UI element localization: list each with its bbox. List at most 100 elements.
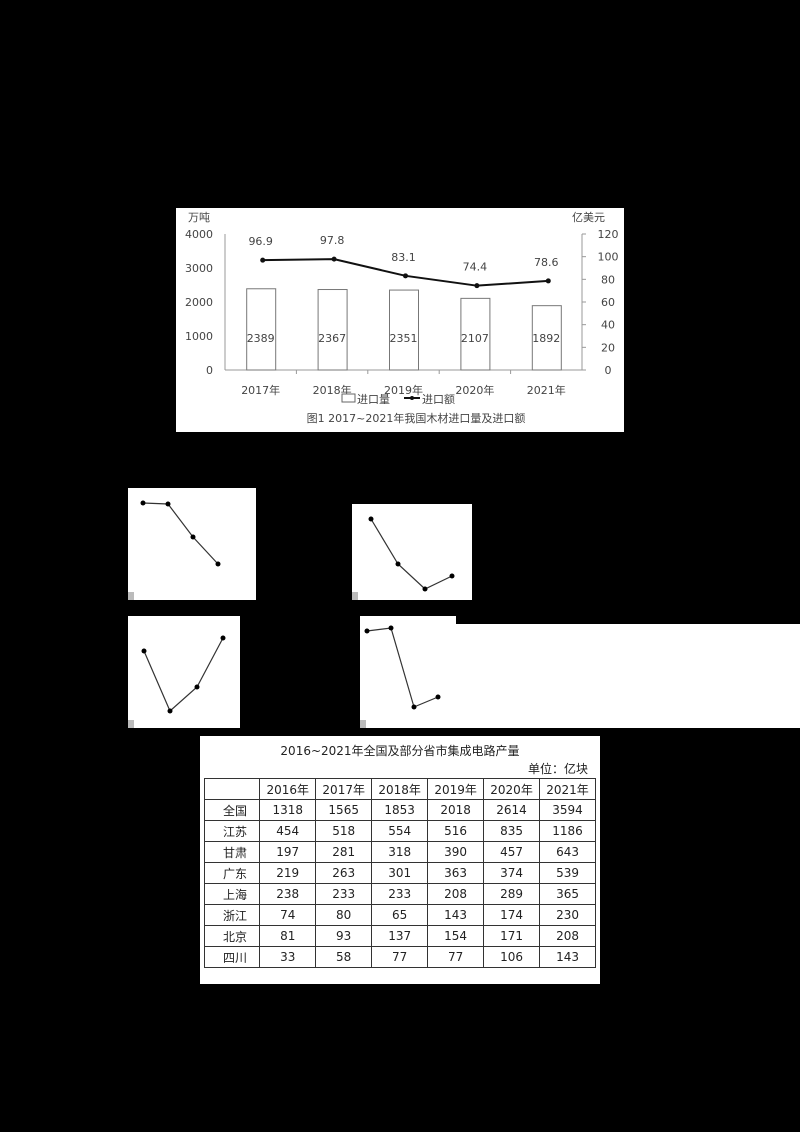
option-label-d [360,720,366,728]
table-cell: 77 [371,946,429,968]
column-header: 2018年 [371,778,429,800]
table-cell: 154 [427,925,485,947]
blank-region [456,624,800,728]
table-cell: 74 [259,904,317,926]
table-row: 甘肃 197 281 318 390 457 643 [203,841,596,863]
table-cell: 174 [483,904,541,926]
table-row: 江苏 454 518 554 516 835 1186 [203,820,596,842]
bar [389,289,419,371]
y-right-label: 亿美元 [572,211,605,224]
table-cell: 143 [539,946,596,968]
bar [460,297,491,371]
table-cell: 238 [259,883,317,905]
option-chart-a [128,488,256,600]
table-cell: 1318 [259,799,317,821]
bar [246,288,277,371]
table-cell: 197 [259,841,317,863]
y-right-tick: 20 [601,341,615,354]
option-chart-d [360,616,456,728]
y-left-tick: 1000 [185,330,213,343]
y-right-tick: 40 [601,319,615,332]
y-right-tick: 80 [601,273,615,286]
column-header: 2019年 [427,778,485,800]
option-chart-c [128,616,240,728]
table-cell: 539 [539,862,596,884]
table-cell: 106 [483,946,541,968]
table-cell: 390 [427,841,485,863]
ic-production-table-panel: 2016~2021年全国及部分省市集成电路产量 单位：亿块 2016年 2017年… [200,736,600,984]
row-label: 甘肃 [203,841,261,863]
x-tick: 2020年 [455,383,494,397]
bar-value: 2107 [461,332,489,345]
table-cell: 77 [427,946,485,968]
chart-canvas: 0 1000 2000 3000 4000 0 20 40 60 80 100 120 万吨 亿美元 238… [185,211,619,425]
table-cell: 233 [315,883,373,905]
table-cell: 318 [371,841,429,863]
column-header: 2016年 [259,778,317,800]
y-left-tick: 4000 [185,228,213,241]
table-cell: 208 [427,883,485,905]
y-left-tick: 2000 [185,296,213,309]
line-value: 97.8 [320,234,345,247]
table-row: 浙江 74 80 65 143 174 230 [203,904,596,926]
table-cell: 301 [371,862,429,884]
y-right-tick: 0 [605,364,612,377]
y-right-tick: 100 [598,251,619,264]
bar-value: 2389 [247,332,275,345]
table-cell: 374 [483,862,541,884]
table-cell: 643 [539,841,596,863]
row-label: 江苏 [203,820,261,842]
table-row: 四川 33 58 77 77 106 143 [203,946,596,968]
table-cell: 363 [427,862,485,884]
row-label: 北京 [203,925,261,947]
x-tick: 2019年 [384,383,423,397]
legend-line: 进口额 [422,393,455,406]
chart-caption: 图1 2017~2021年我国木材进口量及进口额 [307,411,526,425]
column-header: 2017年 [315,778,373,800]
ic-production-table: 2016年 2017年 2018年 2019年 2020年 2021年 全国 1318 156… [203,778,596,968]
table-cell: 457 [483,841,541,863]
option-label-b [352,592,358,600]
table-cell: 3594 [539,799,596,821]
table-cell: 81 [259,925,317,947]
table-header-row: 2016年 2017年 2018年 2019年 2020年 2021年 [203,778,596,800]
row-label: 上海 [203,883,261,905]
line-value: 78.6 [534,256,559,269]
line-value: 96.9 [248,235,273,248]
row-label: 广东 [203,862,261,884]
table-cell: 263 [315,862,373,884]
bar [317,289,348,371]
table-cell: 219 [259,862,317,884]
legend-bar: 进口量 [357,393,390,406]
line-value: 74.4 [463,261,488,274]
table-cell: 230 [539,904,596,926]
y-left-label: 万吨 [188,211,210,224]
y-right-tick: 120 [598,228,619,241]
option-chart-b [352,504,472,600]
line-value: 83.1 [391,251,416,264]
table-cell: 1565 [315,799,373,821]
table-cell: 554 [371,820,429,842]
table-cell: 2614 [483,799,541,821]
table-row: 上海 238 233 233 208 289 365 [203,883,596,905]
table-unit: 单位：亿块 [527,762,588,776]
table-cell: 80 [315,904,373,926]
table-row: 全国 1318 1565 1853 2018 2614 3594 [203,799,596,821]
table-cell: 171 [483,925,541,947]
timber-import-chart: 0 1000 2000 3000 4000 0 20 40 60 80 100 120 万吨 亿美元 238… [176,208,624,432]
column-header: 2020年 [483,778,541,800]
option-label-c [128,720,134,728]
table-cell: 289 [483,883,541,905]
table-cell: 1186 [539,820,596,842]
row-label: 浙江 [203,904,261,926]
table-row: 北京 81 93 137 154 171 208 [203,925,596,947]
x-tick: 2021年 [527,383,566,397]
table-cell: 65 [371,904,429,926]
table-cell: 1853 [371,799,429,821]
bar-value: 1892 [532,332,560,345]
row-label: 四川 [203,946,261,968]
table-cell: 2018 [427,799,485,821]
table-cell: 454 [259,820,317,842]
y-left-tick: 3000 [185,262,213,275]
row-label: 全国 [203,799,261,821]
